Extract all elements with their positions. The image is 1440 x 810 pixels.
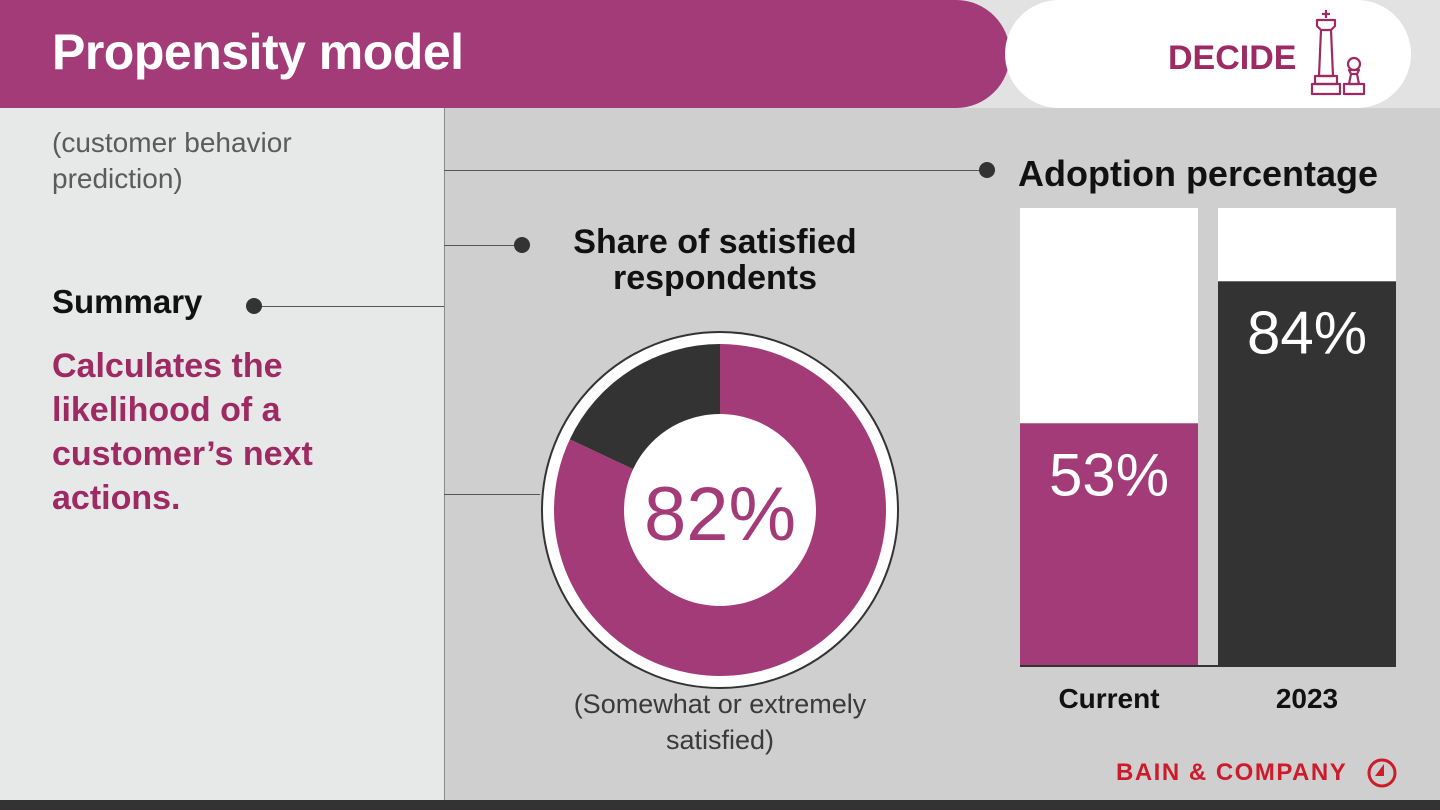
bar-chart: 53% Current 84% 2023 (1020, 208, 1396, 714)
summary-connector-dot (246, 298, 262, 314)
brand-logo: BAIN & COMPANY (1116, 756, 1397, 790)
subtitle: (customer behavior prediction) (52, 127, 292, 194)
bars-connector-line (444, 170, 988, 171)
bar-1 (1218, 281, 1396, 666)
donut-chart-note: (Somewhat or extremely satisfied) (573, 689, 867, 755)
bar-0 (1020, 423, 1198, 666)
donut-center-label: 82% (644, 472, 796, 557)
donut-chart-title: Share of satisfied respondents (573, 223, 857, 297)
donut-hole (624, 414, 816, 606)
page-title: Propensity model (52, 24, 464, 80)
bar-value-label-0: 53% (1049, 441, 1169, 508)
brand-mark-icon (1367, 758, 1397, 788)
bar-category-label-0: Current (1058, 683, 1159, 714)
footer-bar (0, 800, 1440, 810)
donut-title-connector-dot (514, 237, 530, 253)
bar-category-label-1: 2023 (1276, 683, 1338, 714)
summary-text: Calculates the likelihood of a customer’… (52, 347, 313, 517)
summary-label: Summary (52, 283, 203, 320)
summary-panel (0, 108, 445, 802)
donut-chart: 82% (541, 331, 899, 689)
bar-chart-title: Adoption percentage (1018, 153, 1379, 194)
bar-value-label-1: 84% (1247, 299, 1367, 366)
title-bar (0, 0, 1010, 108)
bars-connector-dot (979, 162, 995, 178)
summary-connector-line (254, 306, 444, 307)
chess-pieces-icon (1310, 10, 1366, 96)
donut-title-connector-line (444, 245, 522, 246)
donut-connector-line (444, 494, 540, 495)
brand-name: BAIN & COMPANY (1116, 759, 1348, 786)
stage-label: DECIDE (1168, 39, 1297, 77)
